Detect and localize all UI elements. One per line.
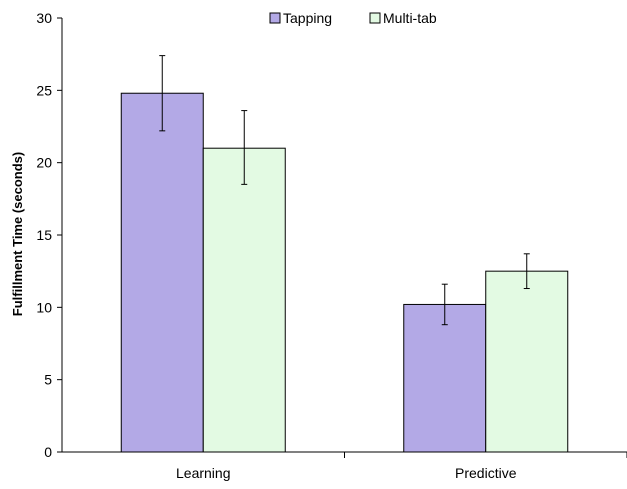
y-tick-label: 25 bbox=[36, 82, 52, 98]
bar-tapping bbox=[120, 92, 204, 453]
legend: Tapping Multi-tab bbox=[269, 10, 437, 26]
legend-swatch bbox=[269, 12, 281, 24]
error-bars bbox=[159, 55, 530, 326]
y-tick-label: 15 bbox=[36, 227, 52, 243]
bars bbox=[120, 92, 569, 453]
x-axis: Learning Predictive bbox=[62, 451, 627, 481]
y-tick-label: 0 bbox=[44, 444, 52, 460]
legend-swatch bbox=[369, 12, 381, 24]
y-tick-label: 20 bbox=[36, 155, 52, 171]
y-tick-label: 30 bbox=[36, 10, 52, 26]
bar-multi-tab bbox=[202, 147, 286, 453]
x-tick-label: Predictive bbox=[455, 465, 517, 481]
y-tick-label: 10 bbox=[36, 299, 52, 315]
y-tick-label: 5 bbox=[44, 372, 52, 388]
bar-multi-tab bbox=[485, 270, 569, 453]
bar-tapping bbox=[403, 303, 487, 453]
legend-label: Multi-tab bbox=[383, 10, 437, 26]
y-axis: 0 5 10 15 20 25 30 bbox=[36, 10, 63, 460]
y-axis-title: Fulfillment Time (seconds) bbox=[10, 152, 25, 316]
x-tick-label: Learning bbox=[176, 465, 231, 481]
legend-label: Tapping bbox=[283, 10, 332, 26]
